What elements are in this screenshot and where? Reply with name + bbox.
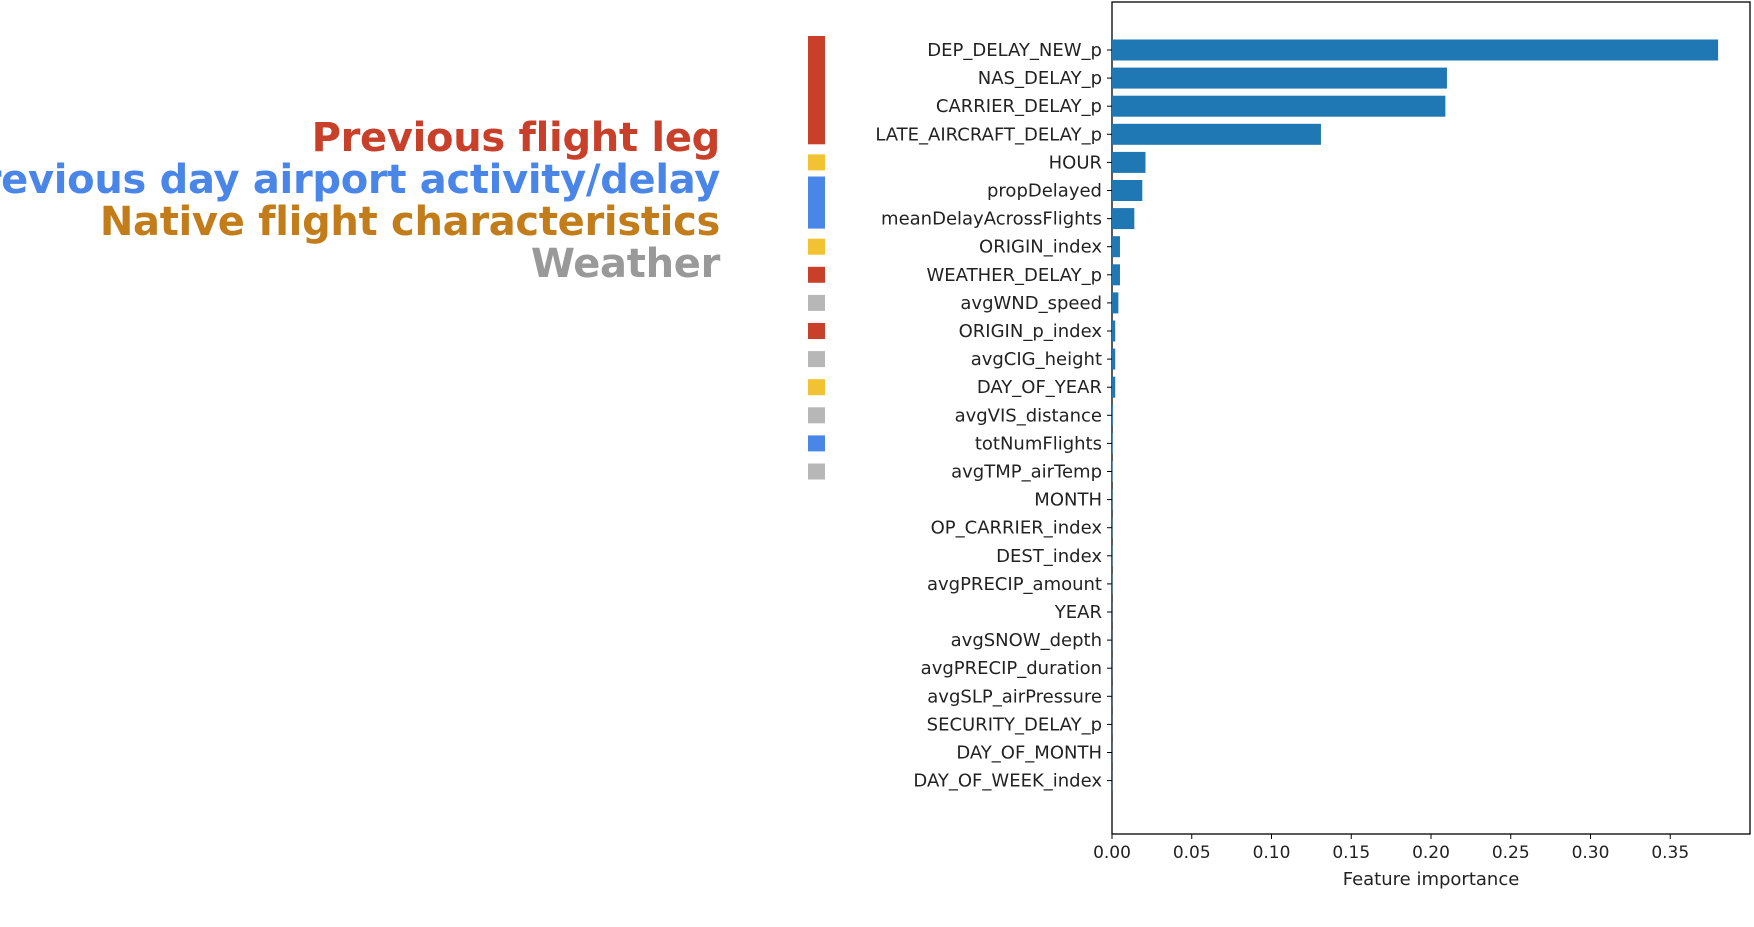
ylabel-year: YEAR [1054, 602, 1102, 623]
ylabel-dep-delay-new-p: DEP_DELAY_NEW_p [927, 40, 1102, 61]
group-marker-weather [808, 351, 825, 368]
ylabel-avgvis-distance: avgVIS_distance [955, 405, 1102, 426]
ylabel-propdelayed: propDelayed [987, 181, 1102, 202]
ylabel-month: MONTH [1034, 490, 1102, 511]
ylabel-avgsnow-depth: avgSNOW_depth [951, 630, 1102, 651]
x-axis-title: Feature importance [1343, 869, 1520, 890]
ylabel-origin-index: ORIGIN_index [979, 237, 1102, 258]
group-marker-previous-flight-leg [808, 36, 825, 145]
ylabel-origin-p-index: ORIGIN_p_index [959, 321, 1103, 342]
group-marker-previous-flight-leg [808, 323, 825, 339]
bar-totnumflights [1112, 432, 1113, 454]
group-marker-weather [808, 407, 825, 424]
bar-nas-delay-p [1112, 67, 1447, 89]
bar-day-of-year [1112, 376, 1116, 398]
xtick-label-0-30: 0.30 [1572, 843, 1610, 863]
legend-previous-flight-leg: Previous flight leg [311, 115, 721, 161]
legend-previous-day-activity: Previous day airport activity/delay [0, 157, 720, 203]
bar-avgcig-height [1112, 348, 1116, 370]
ylabel-totnumflights: totNumFlights [975, 433, 1102, 454]
ylabel-avgprecip-amount: avgPRECIP_amount [927, 574, 1102, 595]
group-marker-native-flight [808, 238, 825, 255]
legend-weather: Weather [530, 241, 720, 287]
legend-native-flight: Native flight characteristics [99, 199, 720, 245]
bar-avgvis-distance [1112, 404, 1113, 426]
ylabel-avgwnd-speed: avgWND_speed [960, 293, 1102, 314]
xtick-label-0-10: 0.10 [1253, 843, 1291, 863]
ylabel-nas-delay-p: NAS_DELAY_p [978, 68, 1102, 89]
group-marker-weather [808, 463, 825, 480]
group-marker-weather [808, 294, 825, 311]
ylabel-carrier-delay-p: CARRIER_DELAY_p [936, 96, 1102, 117]
bar-propdelayed [1112, 180, 1143, 201]
ylabel-late-aircraft-delay-p: LATE_AIRCRAFT_DELAY_p [875, 124, 1102, 145]
group-marker-previous-day-activity [808, 435, 825, 452]
ylabel-avgprecip-duration: avgPRECIP_duration [921, 658, 1102, 679]
xtick-label-0-25: 0.25 [1492, 843, 1530, 863]
ylabel-avgtmp-airtemp: avgTMP_airTemp [951, 462, 1102, 483]
ylabel-day-of-month: DAY_OF_MONTH [956, 743, 1102, 764]
ylabel-avgslp-airpressure: avgSLP_airPressure [927, 686, 1102, 707]
bar-meandelayacrossflights [1112, 208, 1135, 230]
xtick-label-0-35: 0.35 [1651, 843, 1689, 863]
ylabel-dest-index: DEST_index [996, 546, 1102, 567]
ylabel-hour: HOUR [1049, 152, 1102, 173]
bar-dep-delay-new-p [1112, 39, 1719, 61]
bar-carrier-delay-p [1112, 95, 1446, 117]
bar-avgwnd-speed [1112, 292, 1119, 314]
bar-weather-delay-p [1112, 264, 1120, 286]
bar-origin-index [1112, 236, 1120, 258]
group-marker-previous-flight-leg [808, 266, 825, 283]
group-marker-native-flight [808, 154, 825, 171]
xtick-label-0-15: 0.15 [1332, 843, 1370, 863]
bar-late-aircraft-delay-p [1112, 123, 1321, 145]
ylabel-day-of-week-index: DAY_OF_WEEK_index [913, 771, 1102, 792]
ylabel-avgcig-height: avgCIG_height [971, 349, 1102, 370]
xtick-label-0-00: 0.00 [1093, 843, 1131, 863]
bar-hour [1112, 151, 1146, 173]
ylabel-meandelayacrossflights: meanDelayAcrossFlights [881, 209, 1102, 230]
xtick-label-0-05: 0.05 [1173, 843, 1211, 863]
ylabel-security-delay-p: SECURITY_DELAY_p [927, 714, 1102, 735]
bar-origin-p-index [1112, 320, 1116, 342]
ylabel-day-of-year: DAY_OF_YEAR [977, 377, 1102, 398]
group-marker-native-flight [808, 379, 825, 396]
ylabel-weather-delay-p: WEATHER_DELAY_p [926, 265, 1102, 286]
ylabel-op-carrier-index: OP_CARRIER_index [931, 518, 1103, 539]
group-marker-previous-day-activity [808, 176, 825, 229]
xtick-label-0-20: 0.20 [1412, 843, 1450, 863]
